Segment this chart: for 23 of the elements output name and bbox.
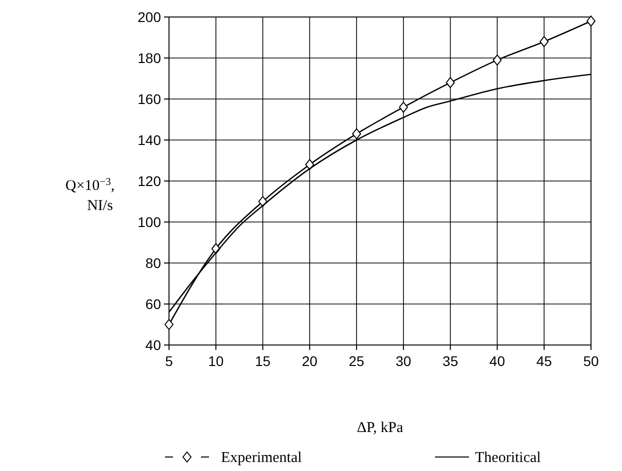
y-tick-label: 40 (145, 337, 162, 353)
x-tick-label: 45 (536, 353, 552, 369)
y-tick-label: 60 (145, 296, 162, 312)
y-tick-label: 200 (138, 9, 162, 25)
x-axis-title: ΔP, kPa (356, 420, 404, 436)
x-tick-label: 20 (302, 353, 318, 369)
y-tick-label: 120 (138, 173, 162, 189)
legend-label: Theoritical (475, 450, 541, 466)
y-tick-label: 160 (138, 91, 162, 107)
x-tick-label: 15 (254, 353, 271, 369)
x-tick-label: 25 (348, 353, 365, 369)
x-tick-label: 30 (396, 353, 412, 369)
x-tick-label: 50 (583, 353, 599, 369)
y-tick-label: 80 (145, 255, 162, 271)
x-tick-label: 35 (442, 353, 458, 369)
x-tick-label: 10 (208, 353, 224, 369)
y-tick-label: 180 (138, 50, 162, 66)
legend-label: Experimental (221, 450, 302, 466)
x-tick-label: 40 (489, 353, 506, 369)
x-tick-label: 5 (165, 353, 174, 369)
y-axis-title: Q×10$^{−3}$, NI/s (65, 176, 115, 214)
y-tick-label: 100 (138, 214, 162, 230)
y-tick-label: 140 (138, 132, 162, 148)
